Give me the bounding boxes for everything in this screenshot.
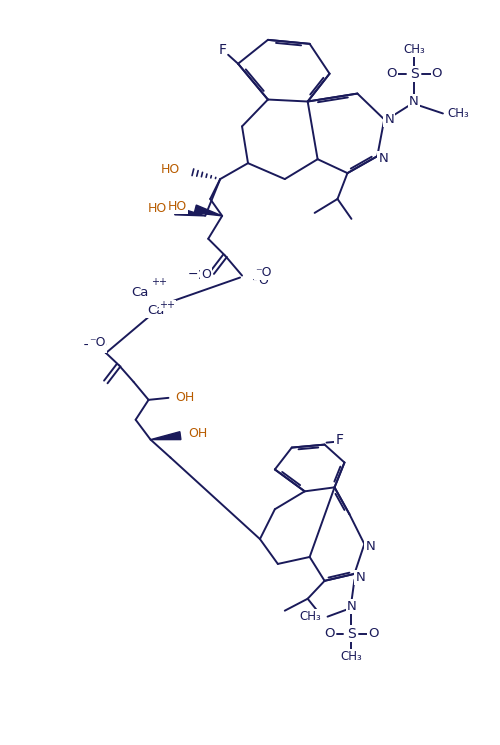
Polygon shape: [194, 205, 222, 216]
Text: S: S: [410, 66, 418, 80]
Text: −: −: [82, 339, 93, 352]
Text: N: N: [409, 95, 419, 108]
Text: −: −: [252, 274, 262, 287]
Text: ++: ++: [150, 277, 166, 288]
Text: N: N: [384, 113, 394, 126]
Text: N: N: [378, 152, 388, 165]
Text: O: O: [202, 268, 211, 281]
Polygon shape: [175, 207, 206, 216]
Polygon shape: [150, 431, 181, 440]
Text: O: O: [96, 339, 106, 352]
Text: CH₃: CH₃: [340, 650, 362, 663]
Text: N: N: [346, 600, 356, 613]
Text: F: F: [336, 433, 344, 446]
Text: OH: OH: [176, 391, 195, 405]
Text: ⁻: ⁻: [250, 277, 256, 288]
Text: O: O: [324, 627, 335, 640]
Text: ⁻O: ⁻O: [255, 266, 272, 279]
Text: F: F: [218, 42, 226, 57]
Text: CH₃: CH₃: [403, 43, 425, 57]
Text: N: N: [366, 539, 375, 553]
Text: O: O: [432, 67, 442, 80]
Text: N: N: [356, 571, 366, 584]
Text: O: O: [386, 67, 396, 80]
Text: HO: HO: [161, 162, 180, 176]
Text: O: O: [368, 627, 378, 640]
Text: HO: HO: [148, 203, 168, 215]
Text: −: −: [188, 268, 198, 281]
Text: O: O: [258, 274, 268, 287]
Text: ⁻O: ⁻O: [89, 336, 106, 349]
Text: Ca: Ca: [131, 286, 148, 299]
Text: O: O: [196, 269, 205, 282]
Text: Ca: Ca: [147, 304, 164, 317]
Text: CH₃: CH₃: [447, 107, 468, 120]
Text: HO: HO: [168, 200, 188, 213]
Text: OH: OH: [188, 427, 208, 440]
Text: S: S: [347, 627, 356, 641]
Text: ++: ++: [160, 300, 176, 311]
Text: CH₃: CH₃: [300, 610, 322, 623]
